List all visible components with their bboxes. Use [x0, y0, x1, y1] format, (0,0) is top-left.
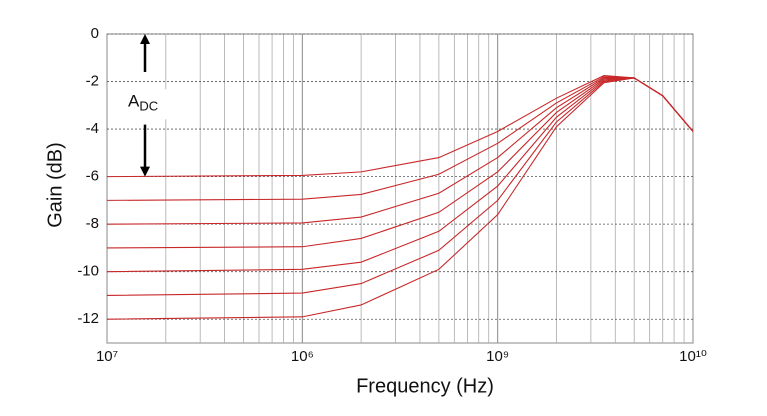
y-tick-label: -4	[86, 120, 99, 137]
annotation-subscript: DC	[139, 99, 158, 114]
x-tick-label: 10¹⁰	[679, 348, 707, 365]
y-tick-label: -10	[77, 263, 99, 280]
y-tick-label: -2	[86, 73, 99, 90]
y-axis-title: Gain (dB)	[44, 142, 66, 228]
y-tick-label: 0	[91, 25, 99, 42]
annotation-bg	[123, 89, 167, 120]
y-tick-label: -6	[86, 168, 99, 185]
x-tick-label: 10⁹	[486, 348, 509, 365]
x-tick-label: 10⁷	[96, 348, 118, 365]
arrow-head	[140, 34, 150, 44]
x-axis-title: Frequency (Hz)	[356, 375, 494, 397]
annotation: ADC	[128, 92, 158, 114]
y-tick-label: -8	[86, 215, 99, 232]
x-tick-label: 10⁶	[291, 348, 314, 365]
annotation-arrow	[140, 34, 150, 177]
curve	[106, 77, 694, 320]
y-tick-label: -12	[77, 310, 99, 327]
annotation-text: A	[128, 92, 140, 111]
arrow-head	[140, 166, 150, 177]
